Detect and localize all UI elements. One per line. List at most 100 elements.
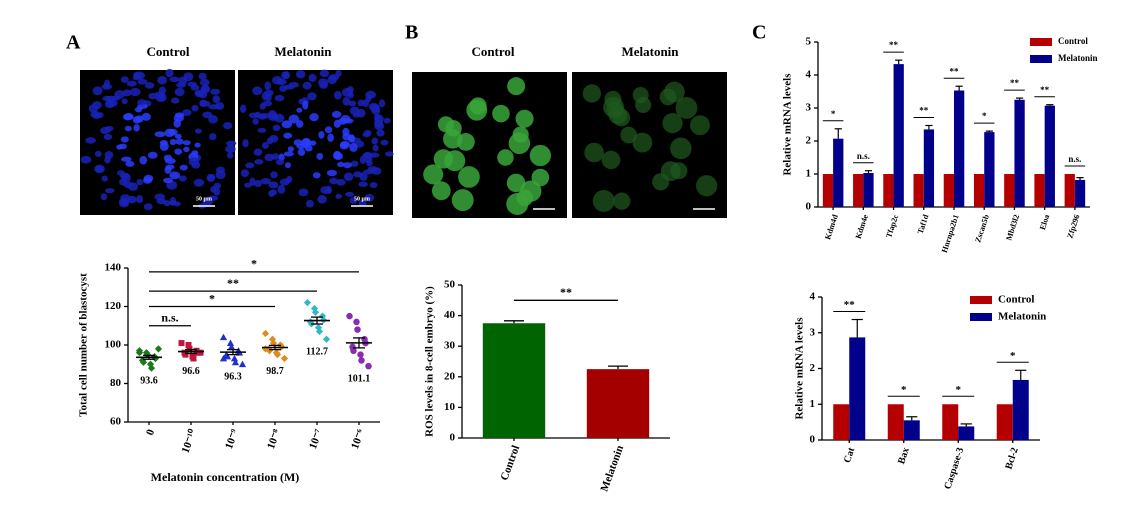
point (139, 358, 148, 366)
nucleus (170, 97, 180, 104)
nucleus (264, 89, 274, 97)
nucleus (163, 154, 173, 162)
nucleus (288, 114, 300, 124)
nucleus (364, 193, 375, 202)
nucleus (283, 132, 293, 139)
nucleus (353, 171, 363, 178)
nucleus (162, 177, 173, 184)
x-tick-label: Zscan5b (973, 213, 991, 244)
nucleus (324, 126, 333, 134)
point (353, 318, 360, 326)
point (350, 347, 357, 355)
nucleus (169, 171, 181, 180)
bar (1064, 174, 1075, 207)
x-tick-label: Cat (842, 446, 857, 465)
nucleus (215, 166, 226, 174)
bar (833, 404, 850, 440)
bracket-label: ** (227, 276, 239, 290)
nucleus (257, 127, 267, 133)
bar (942, 404, 959, 440)
bar (984, 132, 995, 207)
significance-label: ** (919, 106, 929, 116)
significance-label: ** (889, 40, 899, 50)
point (186, 345, 193, 352)
nucleus (182, 109, 192, 116)
bar (903, 420, 920, 440)
x-tick-label: Bcl-2 (1003, 446, 1020, 471)
nucleus (333, 150, 342, 160)
nucleus (293, 139, 303, 146)
nucleus (362, 152, 372, 158)
nucleus (88, 104, 98, 113)
embryo (592, 190, 615, 212)
embryo (675, 97, 698, 119)
embryo (437, 116, 454, 133)
nucleus (348, 100, 357, 107)
nucleus (121, 98, 128, 105)
nucleus (226, 152, 234, 159)
nucleus (136, 178, 143, 186)
bar (943, 174, 954, 207)
nucleus (277, 184, 286, 194)
image-title: Control (146, 44, 189, 59)
scale-bar-label: 50 μm (354, 196, 370, 202)
nucleus (96, 112, 104, 119)
nucleus (94, 150, 102, 158)
x-tick-label: 10⁻⁹ (223, 427, 241, 451)
nucleus (287, 146, 294, 152)
nucleus (244, 182, 252, 188)
nucleus (297, 148, 306, 156)
point (311, 308, 320, 316)
nucleus (248, 112, 259, 119)
point (178, 340, 185, 347)
nucleus (120, 194, 131, 202)
bar (1012, 379, 1029, 440)
legend-swatch (970, 313, 992, 321)
point (280, 354, 289, 363)
nucleus (213, 187, 221, 196)
y-axis-label: Relative mRNA levels (794, 317, 806, 420)
x-tick-label: Caspase-3 (942, 446, 966, 491)
nucleus (383, 117, 391, 124)
micrograph: 50 μm (238, 69, 394, 215)
x-tick-label: 10⁻¹⁰ (180, 427, 200, 455)
y-tick-label: 20 (444, 370, 456, 382)
nucleus (329, 177, 338, 185)
embryo (451, 189, 474, 212)
nucleus (253, 148, 263, 156)
nucleus (252, 118, 259, 125)
embryo (632, 132, 653, 153)
nucleus (141, 112, 151, 121)
y-axis-label: ROS levels in 8-cell embryo (%) (424, 286, 436, 437)
nucleus (156, 198, 167, 205)
point (219, 354, 228, 362)
nucleus (133, 71, 141, 78)
x-tick-label: 10⁻⁷ (307, 427, 325, 451)
y-tick-label: 120 (105, 300, 122, 312)
nucleus (175, 138, 184, 145)
bar (996, 404, 1013, 440)
nucleus (369, 182, 378, 188)
nucleus (371, 167, 382, 175)
point (135, 349, 144, 357)
legend-swatch (1030, 55, 1052, 63)
nucleus (374, 114, 384, 123)
embryo (520, 180, 542, 202)
nucleus (320, 186, 331, 194)
nucleus (159, 139, 168, 146)
y-tick-label: 5 (806, 36, 812, 48)
nucleus (198, 72, 207, 80)
nucleus (100, 193, 108, 201)
nucleus (144, 82, 155, 89)
point (219, 333, 228, 341)
nucleus (326, 169, 338, 177)
nucleus (339, 140, 351, 149)
bar (822, 174, 834, 207)
nucleus (278, 153, 285, 162)
nucleus (328, 73, 340, 81)
nucleus (268, 190, 275, 197)
nucleus (222, 121, 233, 130)
bracket-label: n.s. (161, 311, 178, 325)
x-tick-label: Kdm4e (854, 213, 870, 240)
nucleus (376, 129, 385, 137)
